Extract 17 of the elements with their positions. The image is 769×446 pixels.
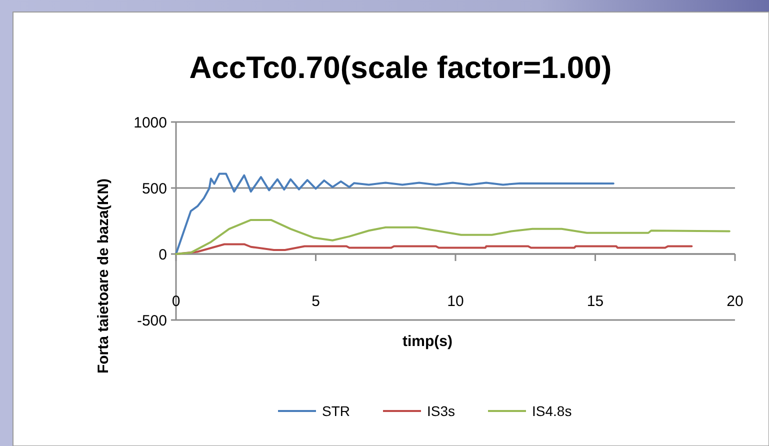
- y-tick-label: -500: [136, 312, 167, 330]
- legend-label: IS3s: [427, 402, 456, 419]
- x-tick-label: 10: [447, 293, 464, 310]
- y-tick-label: 1000: [134, 114, 167, 132]
- legend-label: STR: [322, 402, 350, 419]
- y-tick-label: 500: [142, 180, 167, 198]
- x-tick-label: 15: [586, 293, 604, 310]
- x-tick-label: 0: [172, 293, 180, 310]
- chart-title: AccTc0.70(scale factor=1.00): [189, 50, 612, 85]
- x-axis-title: timp(s): [402, 333, 452, 350]
- y-tick-label: 0: [158, 246, 167, 264]
- x-tick-label: 20: [726, 293, 744, 310]
- line-series: [175, 218, 730, 255]
- y-axis-title: Forta taietoare de baza(KN): [95, 178, 112, 374]
- x-tick-label: 5: [312, 293, 320, 310]
- line-series: [175, 172, 614, 255]
- legend-label: IS4.8s: [532, 402, 572, 419]
